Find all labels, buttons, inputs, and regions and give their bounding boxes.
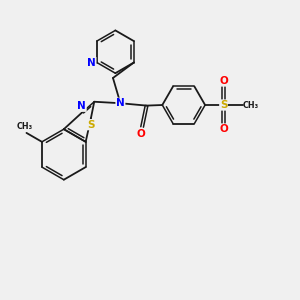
- Text: N: N: [87, 58, 96, 68]
- Text: O: O: [219, 76, 228, 85]
- Text: O: O: [219, 124, 228, 134]
- Text: N: N: [116, 98, 125, 108]
- Text: S: S: [220, 100, 227, 110]
- Text: CH₃: CH₃: [17, 122, 33, 131]
- Text: O: O: [136, 128, 145, 139]
- Text: N: N: [77, 101, 86, 111]
- Text: CH₃: CH₃: [243, 100, 259, 109]
- Text: S: S: [87, 120, 95, 130]
